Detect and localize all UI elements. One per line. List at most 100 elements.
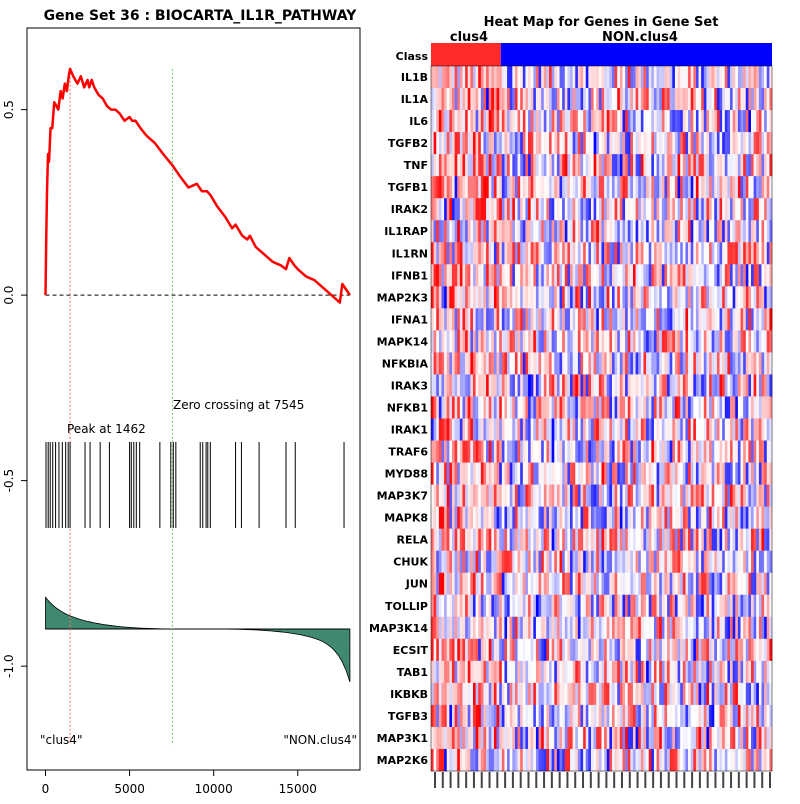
heatmap-cell	[737, 616, 741, 640]
heatmap-cell	[674, 330, 678, 353]
heatmap-cell	[517, 66, 521, 89]
heatmap-cell	[751, 440, 754, 463]
gene-label: MAP3K7	[377, 490, 428, 503]
heatmap-cell	[572, 110, 576, 133]
heatmap-cell	[761, 638, 765, 662]
heatmap-cell	[661, 616, 665, 640]
heatmap-cell	[562, 396, 566, 419]
heatmap-cell	[501, 286, 505, 309]
heatmap-cell	[706, 594, 710, 618]
heatmap-cell	[769, 726, 773, 750]
heatmap-cell	[546, 176, 550, 199]
heatmap-cell	[711, 220, 715, 243]
heatmap-cell	[543, 154, 547, 177]
heatmap-cell	[559, 440, 563, 463]
heatmap-cell	[431, 132, 434, 155]
heatmap-cell	[517, 242, 521, 265]
heatmap-cell	[535, 110, 539, 133]
heatmap-cell	[737, 264, 741, 287]
heatmap-cell	[609, 176, 613, 199]
heatmap-cell	[520, 462, 524, 485]
heatmap-cell	[651, 374, 655, 397]
heatmap-cell	[517, 682, 521, 706]
heatmap-cell	[614, 396, 618, 419]
heatmap-cell	[745, 484, 749, 507]
heatmap-cell	[472, 220, 476, 243]
heatmap-cell	[491, 198, 495, 221]
heatmap-cell	[730, 132, 733, 155]
heatmap-cell	[664, 726, 668, 750]
heatmap-cell	[680, 88, 684, 111]
heatmap-cell	[583, 330, 587, 353]
heatmap-cell	[758, 330, 762, 353]
heatmap-cell	[706, 286, 710, 309]
heatmap-cell	[449, 154, 453, 177]
heatmap-cell	[604, 198, 608, 221]
heatmap-cell	[758, 484, 762, 507]
heatmap-cell	[745, 352, 749, 375]
heatmap-cell	[617, 726, 621, 750]
heatmap-cell	[761, 242, 765, 265]
heatmap-cell	[449, 528, 453, 551]
heatmap-cell	[677, 132, 681, 155]
heatmap-cell	[685, 176, 689, 199]
heatmap-cell	[501, 638, 505, 662]
heatmap-cell	[703, 660, 707, 684]
running-enrichment-score	[44, 67, 351, 304]
heatmap-cell	[688, 660, 691, 684]
heatmap-cell	[501, 66, 505, 89]
heatmap-cell	[509, 352, 513, 375]
heatmap-cell	[606, 418, 610, 441]
x-axis: 0 5000 10000 15000	[42, 769, 317, 796]
heatmap-cell	[638, 660, 642, 684]
heatmap-cell	[591, 286, 594, 309]
heatmap-cell	[512, 440, 516, 463]
heatmap-cell	[554, 418, 558, 441]
heatmap-cell	[538, 242, 542, 265]
heatmap-cell	[630, 242, 634, 265]
heatmap-cell	[431, 660, 434, 684]
heatmap-cell	[504, 374, 508, 397]
left-group-annotation: "clus4"	[40, 733, 82, 747]
heatmap-cell	[661, 572, 665, 596]
heatmap-cell	[449, 594, 453, 618]
heatmap-cell	[549, 308, 552, 331]
heatmap-cell	[554, 726, 558, 750]
heatmap-cell	[444, 748, 448, 772]
heatmap-cell	[625, 462, 629, 485]
heatmap-cell	[472, 418, 476, 441]
heatmap-cell	[611, 132, 615, 155]
y-tick-label: -1.0	[2, 654, 16, 677]
heatmap-cell	[491, 748, 495, 772]
heatmap-cell	[470, 506, 474, 529]
heatmap-cell	[488, 572, 492, 596]
heatmap-cell	[462, 374, 466, 397]
heatmap-cell	[711, 242, 715, 265]
heatmap-cell	[559, 264, 563, 287]
heatmap-cell	[682, 264, 686, 287]
heatmap-cell	[688, 748, 691, 772]
heatmap-cell	[622, 220, 626, 243]
heatmap-cell	[667, 462, 670, 485]
heatmap-cell	[745, 154, 749, 177]
heatmap-cell	[530, 660, 534, 684]
heatmap-cell	[706, 660, 710, 684]
heatmap-cell	[735, 682, 739, 706]
heatmap-cell	[522, 462, 526, 485]
heatmap-cell	[643, 550, 647, 574]
heatmap-cell	[444, 220, 448, 243]
heatmap-cell	[449, 726, 453, 750]
heatmap-cell	[593, 330, 597, 353]
heatmap-cell	[648, 506, 652, 529]
heatmap-cell	[740, 528, 744, 551]
heatmap-cell	[438, 374, 442, 397]
heatmap-cell	[622, 550, 626, 574]
heatmap-cell	[493, 462, 497, 485]
heatmap-cell	[756, 352, 760, 375]
heatmap-cell	[491, 484, 495, 507]
heatmap-cell	[444, 154, 448, 177]
heatmap-cell	[743, 154, 747, 177]
heatmap-cell	[617, 132, 621, 155]
heatmap-cell	[512, 682, 516, 706]
heatmap-cell	[606, 682, 610, 706]
